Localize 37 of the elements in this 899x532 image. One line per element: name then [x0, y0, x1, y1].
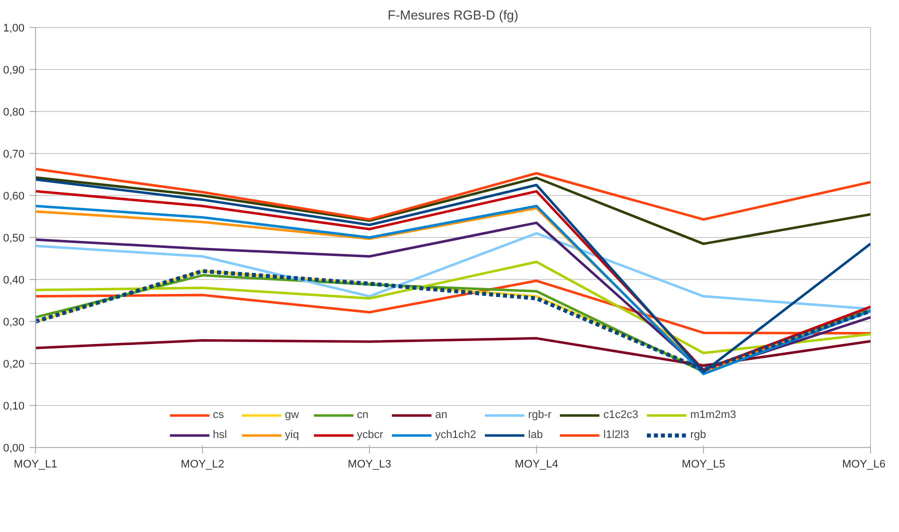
x-tick-label: MOY_L3	[348, 458, 392, 470]
x-tick-label: MOY_L6	[842, 458, 886, 470]
legend-label: rgb	[690, 429, 708, 441]
legend-label: m1m2m3	[690, 409, 736, 421]
x-tick-label: MOY_L4	[514, 458, 558, 470]
legend-label: c1c2c3	[603, 409, 638, 421]
y-tick-label: 1,00	[3, 22, 25, 34]
x-tick-label: MOY_L5	[682, 458, 726, 470]
legend-label: l1l2l3	[603, 429, 630, 441]
x-tick-label: MOY_L1	[14, 458, 58, 470]
legend-label: hsl	[212, 429, 228, 441]
line-series	[36, 176, 870, 246]
chart-title: F-Mesures RGB-D (fg)	[388, 8, 518, 22]
y-tick-label: 0,10	[3, 400, 25, 412]
legend-label: cn	[356, 409, 370, 421]
legend-label: ycbcr	[356, 429, 384, 441]
y-tick-label: 0,90	[3, 64, 25, 76]
y-tick-label: 0,70	[3, 148, 25, 160]
legend-label: gw	[284, 409, 300, 421]
legend-label: yiq	[284, 429, 300, 441]
legend-label: cs	[212, 409, 225, 421]
y-tick-label: 0,30	[3, 316, 25, 328]
legend-label: lab	[528, 429, 544, 441]
legend-label: rgb-r	[528, 409, 552, 421]
y-tick-label: 0,80	[3, 106, 25, 118]
line-series	[36, 168, 870, 221]
line-series	[36, 337, 870, 367]
legend-label: an	[435, 409, 448, 421]
line-series	[36, 232, 870, 310]
y-tick-label: 0,40	[3, 274, 25, 286]
x-tick-label: MOY_L2	[180, 458, 224, 470]
y-tick-label: 0,50	[3, 232, 25, 244]
y-tick-label: 0,20	[3, 358, 25, 370]
y-tick-label: 0,00	[3, 442, 25, 454]
legend-label: ych1ch2	[435, 429, 476, 441]
line-series	[36, 260, 870, 354]
y-tick-label: 0,60	[3, 190, 25, 202]
